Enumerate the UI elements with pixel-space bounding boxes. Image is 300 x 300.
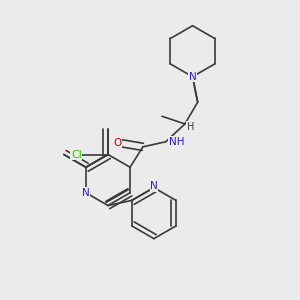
Text: N: N (150, 181, 158, 191)
Text: NH: NH (169, 137, 184, 147)
Text: Cl: Cl (71, 149, 82, 160)
Text: N: N (189, 72, 196, 82)
Text: N: N (82, 188, 90, 198)
Text: H: H (187, 122, 194, 132)
Text: O: O (113, 138, 122, 148)
